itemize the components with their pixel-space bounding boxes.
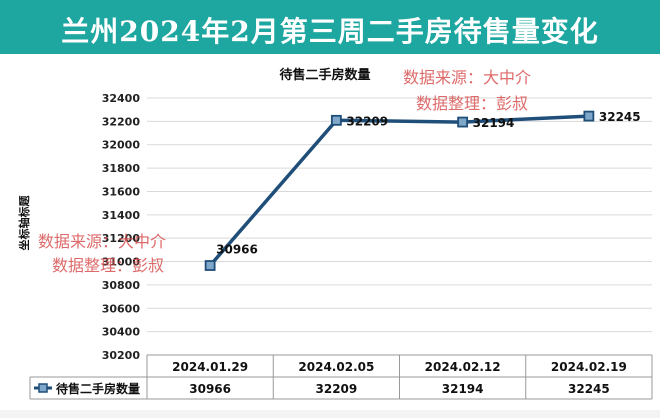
page-title: 兰州2024年2月第三周二手房待售量变化	[61, 15, 599, 48]
y-tick-label: 32400	[102, 92, 141, 105]
x-tick-label: 2024.02.12	[425, 360, 501, 374]
data-point-marker	[583, 110, 595, 122]
data-point-marker	[204, 260, 216, 271]
y-tick-label: 31400	[102, 209, 141, 222]
data-label: 32209	[346, 114, 388, 128]
x-tick-label: 2024.02.19	[551, 360, 627, 374]
table-value-cell: 32245	[568, 382, 610, 396]
y-tick-label: 30200	[102, 349, 141, 362]
y-tick-label: 30800	[102, 279, 141, 292]
data-label: 32245	[599, 110, 641, 124]
y-tick-label: 32200	[102, 115, 141, 128]
y-tick-label: 30400	[102, 326, 141, 339]
chart-title: 待售二手房数量	[279, 68, 371, 83]
table-value-cell: 32209	[316, 382, 358, 396]
y-tick-label: 31800	[102, 162, 141, 175]
x-tick-label: 2024.01.29	[172, 360, 248, 374]
y-tick-label: 30600	[102, 302, 141, 315]
watermark-author-mid: 数据整理：彭叔	[52, 256, 165, 275]
x-tick-label: 2024.02.05	[298, 360, 374, 374]
data-label: 32194	[473, 116, 515, 130]
watermark-source-mid: 数据来源：大中介	[38, 232, 167, 251]
y-tick-label: 31600	[102, 185, 141, 198]
y-tick-label: 31200	[102, 232, 141, 245]
legend-label: 待售二手房数量	[56, 381, 140, 396]
y-tick-label: 31000	[102, 256, 141, 269]
table-value-cell: 32194	[442, 382, 484, 396]
data-point-marker	[330, 114, 342, 126]
header-bar: 兰州2024年2月第三周二手房待售量变化	[0, 0, 660, 54]
series-line	[208, 114, 589, 267]
data-point-marker	[457, 116, 469, 128]
table-value-cell: 30966	[189, 382, 231, 396]
data-label: 30966	[216, 243, 258, 257]
footer-strip	[0, 410, 660, 418]
watermark-author-top: 数据整理：彭叔	[416, 94, 529, 113]
watermark-source-top: 数据来源：大中介	[403, 68, 532, 87]
y-tick-label: 32000	[102, 139, 141, 152]
legend-marker	[38, 383, 48, 393]
